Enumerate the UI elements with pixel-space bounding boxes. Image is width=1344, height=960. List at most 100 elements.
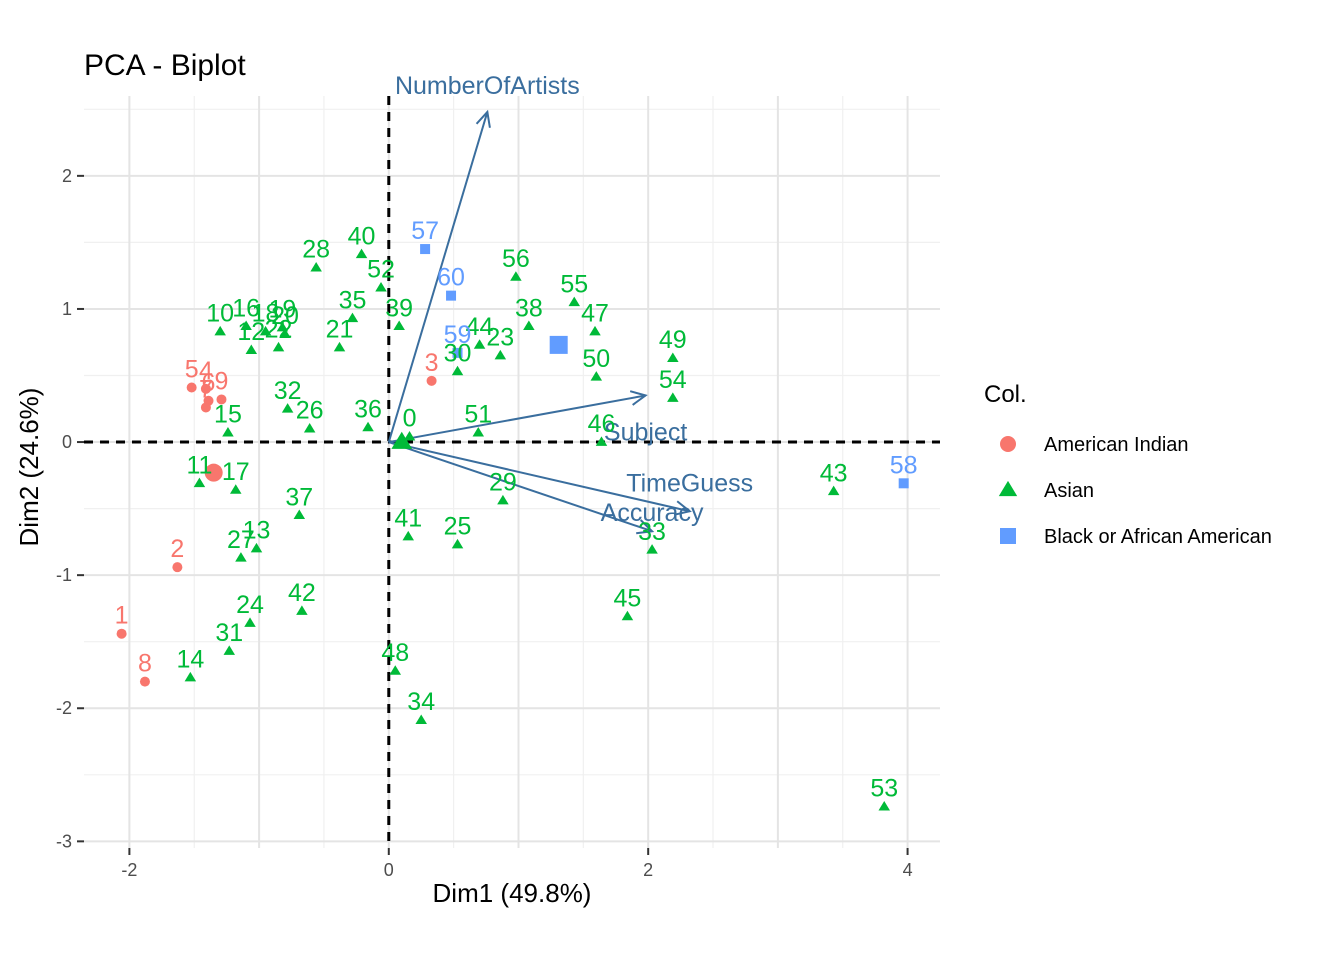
- data-point: [898, 478, 909, 489]
- point-label: 22: [265, 316, 293, 344]
- point-label: 8: [138, 650, 152, 678]
- data-point: [216, 394, 227, 405]
- group-centroid: [549, 335, 568, 354]
- variable-label: Subject: [604, 418, 687, 446]
- point-label: 39: [385, 294, 413, 322]
- y-tick-label: -2: [56, 698, 72, 718]
- data-point: [281, 403, 294, 413]
- data-point: [214, 325, 226, 336]
- legend-entry-label: American Indian: [1044, 434, 1189, 456]
- group-centroid: [391, 431, 413, 449]
- variable-label: NumberOfArtists: [395, 72, 580, 100]
- point-label: 14: [176, 646, 204, 674]
- point-label: 52: [367, 256, 395, 284]
- point-label: 56: [502, 245, 530, 273]
- data-point: [303, 423, 316, 433]
- point-label: 12: [237, 318, 265, 346]
- data-point: [245, 344, 258, 355]
- data-point: [426, 375, 437, 386]
- variable-label: TimeGuess: [626, 469, 753, 497]
- data-point: [403, 431, 416, 441]
- point-label: 50: [582, 345, 610, 373]
- data-point: [393, 320, 405, 331]
- point-label: 3: [425, 349, 439, 377]
- legend-key: [1000, 528, 1016, 544]
- point-label: 51: [464, 401, 492, 429]
- data-point: [415, 714, 427, 725]
- data-point: [827, 485, 840, 496]
- data-point: [193, 477, 206, 488]
- data-point: [186, 382, 197, 393]
- variable-arrow-head: [673, 500, 692, 516]
- data-point: [389, 665, 402, 675]
- point-label: 37: [285, 483, 313, 511]
- group-centroid: [204, 463, 223, 482]
- point-label: 44: [466, 313, 494, 341]
- data-point: [259, 325, 272, 336]
- data-point: [355, 248, 368, 259]
- point-label: 55: [560, 270, 588, 298]
- y-axis-title: Dim2 (24.6%): [14, 388, 44, 547]
- y-tick-label: 0: [62, 432, 72, 452]
- point-label: 48: [381, 639, 409, 667]
- data-point: [116, 628, 127, 639]
- variable-arrow: [388, 441, 690, 513]
- individual-points: [116, 244, 909, 811]
- variable-arrow-head: [475, 109, 491, 128]
- data-point: [244, 617, 256, 627]
- point-label: 33: [638, 518, 666, 546]
- chart-title: PCA - Biplot: [84, 49, 246, 82]
- data-point: [172, 562, 183, 573]
- point-label: 25: [444, 513, 472, 541]
- point-label: 38: [515, 294, 543, 322]
- point-label: 36: [354, 395, 382, 423]
- point-label: 0: [403, 405, 417, 433]
- data-point: [452, 347, 463, 358]
- data-point: [402, 530, 414, 541]
- point-label: 21: [326, 316, 354, 344]
- data-point: [240, 320, 252, 331]
- point-label: 19: [269, 296, 297, 324]
- data-point: [279, 328, 291, 339]
- legend-entry-label: Asian: [1044, 480, 1094, 502]
- point-label: 47: [581, 300, 609, 328]
- point-label: 34: [407, 688, 435, 716]
- point-label: 5: [185, 355, 199, 383]
- data-point: [878, 801, 890, 811]
- data-point: [272, 341, 285, 352]
- data-point: [451, 538, 464, 549]
- data-point: [510, 271, 522, 281]
- data-point: [139, 676, 150, 687]
- data-point: [310, 261, 322, 272]
- data-point: [184, 671, 197, 682]
- legend-title: Col.: [984, 381, 1027, 408]
- point-label: 7: [199, 375, 213, 403]
- data-point: [646, 544, 658, 554]
- grid: [84, 96, 940, 848]
- point-label: 49: [659, 326, 687, 354]
- point-label: 31: [215, 619, 243, 647]
- point-label: 30: [444, 340, 472, 368]
- variable-arrow-head: [629, 390, 648, 406]
- data-point: [473, 339, 486, 349]
- data-point: [223, 645, 236, 655]
- data-point: [497, 494, 509, 505]
- point-label: 29: [489, 469, 517, 497]
- data-point: [420, 244, 431, 255]
- point-label: 45: [614, 584, 642, 612]
- point-label: 32: [274, 377, 302, 405]
- point-label: 59: [444, 321, 472, 349]
- data-point: [523, 320, 535, 331]
- data-point: [235, 552, 247, 562]
- point-label: 42: [288, 579, 316, 607]
- data-point: [296, 605, 308, 615]
- data-point: [494, 349, 507, 360]
- point-label: 16: [232, 294, 260, 322]
- y-tick-label: 1: [62, 299, 72, 319]
- data-point: [451, 365, 464, 376]
- data-point: [568, 296, 581, 307]
- legend-key: [998, 480, 1018, 497]
